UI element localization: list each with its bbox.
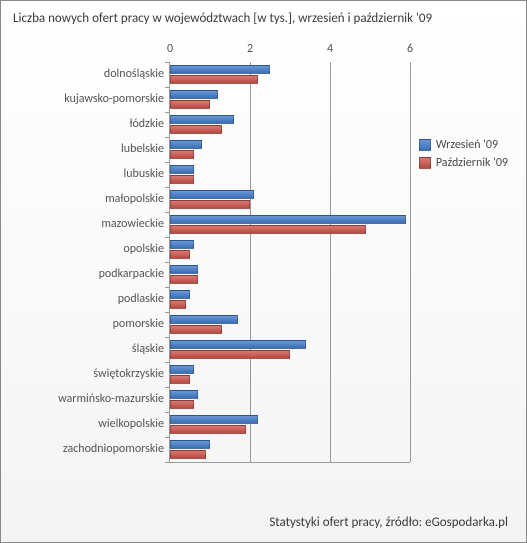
bar-series-1	[170, 390, 198, 399]
bar-series-1	[170, 90, 218, 99]
source-text: Statystyki ofert pracy, źródło: eGospoda…	[269, 515, 508, 530]
category-label: kujawsko-pomorskie	[64, 92, 170, 106]
bar-series-2	[170, 400, 194, 409]
bar-series-1	[170, 340, 306, 349]
bar-series-1	[170, 65, 270, 74]
category-tick	[165, 462, 170, 463]
category-label: podlaskie	[118, 292, 170, 306]
category-label: lubuskie	[123, 167, 170, 181]
category-label: śląskie	[132, 342, 170, 356]
bar-series-1	[170, 215, 406, 224]
plot-area: 0246dolnośląskiekujawsko-pomorskiełódzki…	[169, 62, 410, 463]
bar-series-2	[170, 425, 246, 434]
chart-container: Liczba nowych ofert pracy w województwac…	[0, 0, 527, 543]
bar-series-1	[170, 265, 198, 274]
bar-series-1	[170, 365, 194, 374]
category-tick	[165, 312, 170, 313]
category-label: małopolskie	[105, 192, 170, 206]
category-tick	[165, 187, 170, 188]
legend-item: Wrzesień '09	[419, 138, 508, 152]
category-tick	[165, 287, 170, 288]
bar-row: świętokrzyskie	[170, 362, 410, 387]
bar-series-2	[170, 100, 210, 109]
bar-series-1	[170, 165, 194, 174]
bar-series-1	[170, 240, 194, 249]
category-tick	[165, 412, 170, 413]
category-label: opolskie	[123, 242, 170, 256]
category-label: świętokrzyskie	[93, 367, 170, 381]
bar-series-2	[170, 450, 206, 459]
bar-row: lubuskie	[170, 162, 410, 187]
bar-row: zachodniopomorskie	[170, 437, 410, 462]
category-label: łódzkie	[129, 117, 170, 131]
category-tick	[165, 237, 170, 238]
bar-row: dolnośląskie	[170, 62, 410, 87]
bar-row: pomorskie	[170, 312, 410, 337]
bar-series-1	[170, 190, 254, 199]
bar-row: mazowieckie	[170, 212, 410, 237]
x-tick-label: 6	[407, 42, 413, 56]
category-tick	[165, 262, 170, 263]
category-label: zachodniopomorskie	[63, 442, 170, 456]
category-tick	[165, 437, 170, 438]
x-tick-label: 0	[167, 42, 173, 56]
chart-title: Liczba nowych ofert pracy w województwac…	[13, 11, 518, 26]
bar-series-2	[170, 250, 190, 259]
bar-series-2	[170, 150, 194, 159]
bar-row: podlaskie	[170, 287, 410, 312]
bar-row: kujawsko-pomorskie	[170, 87, 410, 112]
category-tick	[165, 162, 170, 163]
bar-series-1	[170, 140, 202, 149]
bar-series-2	[170, 325, 222, 334]
category-label: podkarpackie	[99, 267, 170, 281]
legend-label: Październik '09	[436, 156, 508, 170]
bar-series-2	[170, 125, 222, 134]
bar-series-1	[170, 315, 238, 324]
bar-row: śląskie	[170, 337, 410, 362]
bar-row: podkarpackie	[170, 262, 410, 287]
category-tick	[165, 137, 170, 138]
bar-row: wielkopolskie	[170, 412, 410, 437]
category-label: mazowieckie	[101, 217, 170, 231]
category-tick	[165, 337, 170, 338]
category-tick	[165, 62, 170, 63]
bar-series-2	[170, 375, 190, 384]
legend-label: Wrzesień '09	[436, 138, 498, 152]
category-label: warmińsko-mazurskie	[58, 392, 170, 406]
bar-series-1	[170, 415, 258, 424]
bar-row: małopolskie	[170, 187, 410, 212]
bar-series-2	[170, 275, 198, 284]
bar-series-1	[170, 115, 234, 124]
category-label: lubelskie	[121, 142, 170, 156]
category-label: dolnośląskie	[104, 67, 170, 81]
x-tick-label: 4	[327, 42, 333, 56]
category-tick	[165, 212, 170, 213]
gridline	[410, 62, 411, 462]
category-label: wielkopolskie	[98, 417, 170, 431]
chart-wrap: 0246dolnośląskiekujawsko-pomorskiełódzki…	[9, 38, 518, 478]
category-tick	[165, 112, 170, 113]
x-tick-label: 2	[247, 42, 253, 56]
category-tick	[165, 87, 170, 88]
category-label: pomorskie	[113, 317, 170, 331]
bar-row: warmińsko-mazurskie	[170, 387, 410, 412]
category-tick	[165, 387, 170, 388]
legend: Wrzesień '09 Październik '09	[419, 138, 508, 174]
bar-series-1	[170, 440, 210, 449]
bar-row: łódzkie	[170, 112, 410, 137]
bar-series-2	[170, 200, 250, 209]
bar-row: opolskie	[170, 237, 410, 262]
bar-series-1	[170, 290, 190, 299]
bar-series-2	[170, 225, 366, 234]
bar-series-2	[170, 300, 186, 309]
bar-series-2	[170, 350, 290, 359]
legend-swatch-icon	[419, 139, 431, 151]
legend-swatch-icon	[419, 157, 431, 169]
legend-item: Październik '09	[419, 156, 508, 170]
bar-series-2	[170, 175, 194, 184]
bar-row: lubelskie	[170, 137, 410, 162]
category-tick	[165, 362, 170, 363]
bar-series-2	[170, 75, 258, 84]
